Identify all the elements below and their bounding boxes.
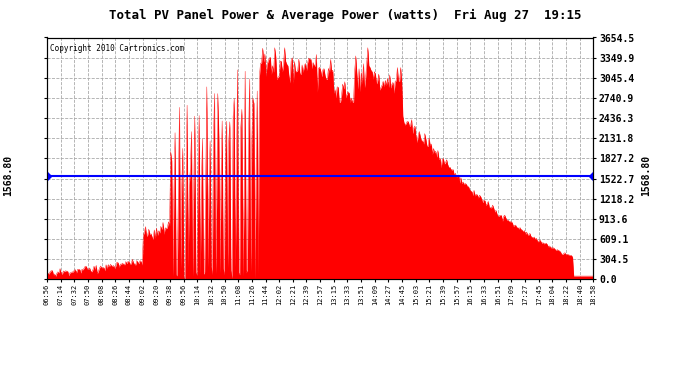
Text: Copyright 2010 Cartronics.com: Copyright 2010 Cartronics.com — [50, 44, 184, 52]
Text: 1568.80: 1568.80 — [642, 155, 651, 196]
Text: 1568.80: 1568.80 — [3, 155, 13, 196]
Text: Total PV Panel Power & Average Power (watts)  Fri Aug 27  19:15: Total PV Panel Power & Average Power (wa… — [109, 9, 581, 22]
